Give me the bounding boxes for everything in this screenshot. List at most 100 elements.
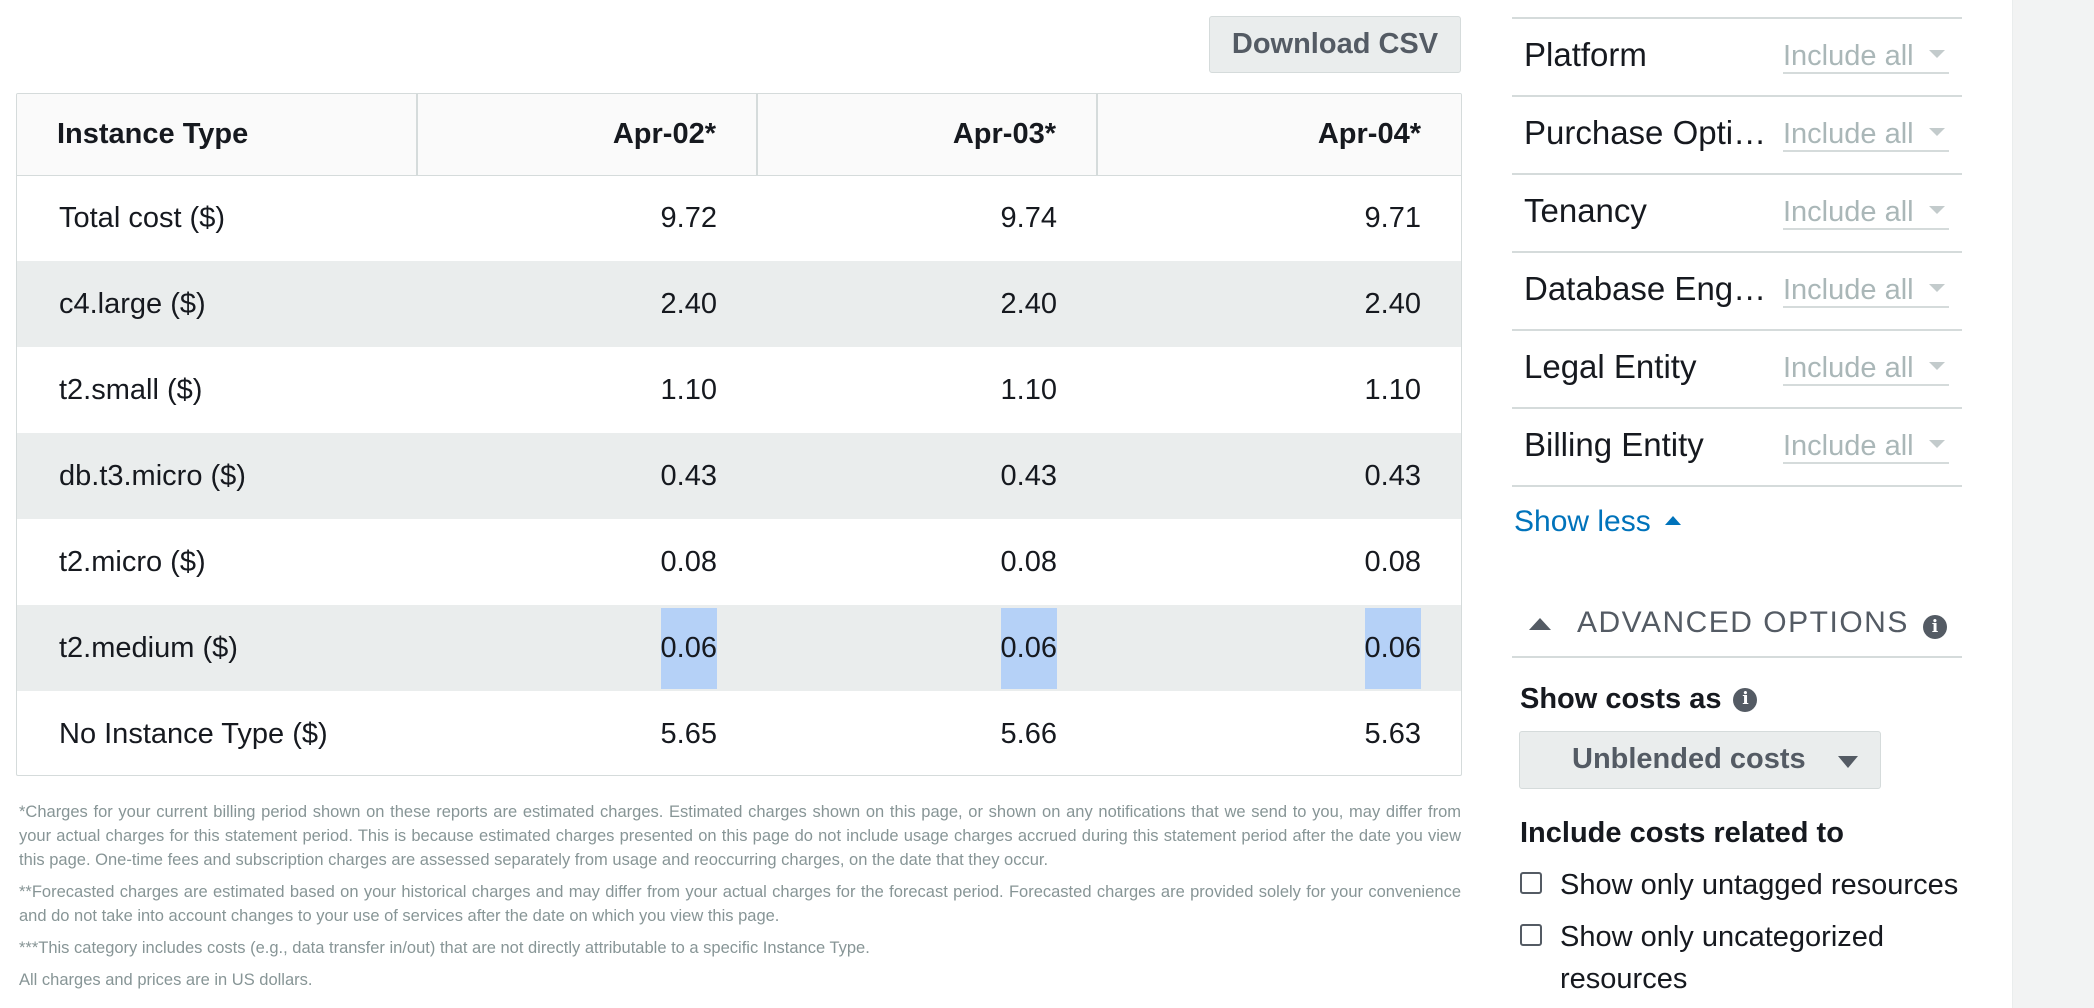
footnotes: *Charges for your current billing period… <box>19 800 1461 1000</box>
cost-value: 0.06 <box>1097 605 1461 691</box>
table-row: Total cost ($) 9.72 9.74 9.71 <box>17 175 1461 261</box>
cost-type-value: Unblended costs <box>1572 743 1806 775</box>
table-row: No Instance Type ($) 5.65 5.66 5.63 <box>17 691 1461 775</box>
cost-value: 9.71 <box>1364 201 1421 234</box>
caret-down-icon <box>1929 362 1945 370</box>
row-label: Total cost ($) <box>59 201 225 234</box>
filter-label: Tenancy <box>1524 192 1647 229</box>
column-header-date[interactable]: Apr-04* <box>1097 94 1461 176</box>
filter-select[interactable]: Include all <box>1783 430 1949 464</box>
footnote-currency: All charges and prices are in US dollars… <box>19 971 313 989</box>
advanced-options-toggle[interactable]: ADVANCED OPTIONS i <box>1512 600 1962 658</box>
selected-text-highlight: 0.06 <box>1364 607 1421 689</box>
row-label: c4.large ($) <box>17 261 417 347</box>
cost-value: 1.10 <box>660 373 717 406</box>
untagged-resources-option[interactable]: Show only untagged resources <box>1520 864 1960 906</box>
selected-text-highlight: 0.06 <box>660 607 717 689</box>
row-label: t2.medium ($) <box>17 605 417 691</box>
filter-label: Purchase Option <box>1524 114 1769 151</box>
table-row: t2.small ($) 1.10 1.10 1.10 <box>17 347 1461 433</box>
checkbox-label: Show only untagged resources <box>1560 869 1959 901</box>
cost-type-dropdown[interactable]: Unblended costs <box>1519 731 1881 789</box>
advanced-options-title: ADVANCED OPTIONS <box>1577 606 1909 639</box>
filter-label: Platform <box>1524 36 1647 73</box>
filter-value: Include all <box>1783 40 1914 72</box>
filter-platform: Platform Include all <box>1512 19 1962 97</box>
uncategorized-resources-option[interactable]: Show only uncategorized resources <box>1520 916 1960 1000</box>
caret-up-icon <box>1529 618 1551 630</box>
filters-panel: Platform Include all Purchase Option Inc… <box>1512 0 1962 1008</box>
cost-value: 2.40 <box>757 261 1097 347</box>
filter-value: Include all <box>1783 118 1914 150</box>
filter-value: Include all <box>1783 430 1914 462</box>
filter-legal-entity: Legal Entity Include all <box>1512 331 1962 409</box>
caret-down-icon <box>1929 440 1945 448</box>
info-icon[interactable]: i <box>1733 687 1758 712</box>
column-header-date[interactable]: Apr-03* <box>757 94 1098 176</box>
filter-database-engine: Database Engine Include all <box>1512 253 1962 331</box>
cost-value: 0.06 <box>417 605 757 691</box>
include-costs-heading: Include costs related to <box>1520 817 1844 849</box>
filter-select[interactable]: Include all <box>1783 274 1949 308</box>
cost-value: 5.66 <box>1000 717 1057 750</box>
filter-value: Include all <box>1783 274 1914 306</box>
cost-value: 0.43 <box>757 433 1097 519</box>
filter-tenancy: Tenancy Include all <box>1512 175 1962 253</box>
cost-value: 0.08 <box>660 545 717 578</box>
filter-select[interactable]: Include all <box>1783 352 1949 386</box>
cost-value: 0.43 <box>417 433 757 519</box>
filter-value: Include all <box>1783 352 1914 384</box>
cost-value: 0.06 <box>757 605 1097 691</box>
cost-table-grid: Instance Type Apr-02* Apr-03* Apr-04* To… <box>17 94 1461 775</box>
download-csv-button[interactable]: Download CSV <box>1209 16 1461 73</box>
row-label: db.t3.micro ($) <box>17 433 417 519</box>
filter-label: Legal Entity <box>1524 348 1697 385</box>
caret-up-icon <box>1664 515 1681 525</box>
filter-select[interactable]: Include all <box>1783 40 1949 74</box>
cost-value: 0.08 <box>1000 545 1057 578</box>
cost-value: 1.10 <box>1000 373 1057 406</box>
info-icon[interactable]: i <box>1923 615 1947 639</box>
footnote-estimated-charges: *Charges for your current billing period… <box>19 803 1461 869</box>
row-label: t2.micro ($) <box>59 545 206 578</box>
uncategorized-resources-checkbox[interactable] <box>1520 924 1542 946</box>
caret-down-icon <box>1838 756 1858 768</box>
caret-down-icon <box>1929 206 1945 214</box>
cost-value: 1.10 <box>1364 373 1421 406</box>
cost-table: Instance Type Apr-02* Apr-03* Apr-04* To… <box>16 93 1462 776</box>
divider <box>1512 17 1962 19</box>
cost-value: 2.40 <box>1097 261 1461 347</box>
show-costs-as-label: Show costs as <box>1520 683 1722 715</box>
table-row: t2.micro ($) 0.08 0.08 0.08 <box>17 519 1461 605</box>
filter-purchase-option: Purchase Option Include all <box>1512 97 1962 175</box>
selected-text-highlight: 0.06 <box>1000 607 1057 689</box>
cost-value: 0.43 <box>1097 433 1461 519</box>
filter-label: Billing Entity <box>1524 426 1704 463</box>
cost-value: 5.63 <box>1364 717 1421 750</box>
caret-down-icon <box>1929 128 1945 136</box>
cost-value: 9.72 <box>660 201 717 234</box>
caret-down-icon <box>1929 284 1945 292</box>
filter-billing-entity: Billing Entity Include all <box>1512 409 1962 487</box>
page-gutter <box>2012 0 2094 1008</box>
column-header-date[interactable]: Apr-02* <box>417 94 758 176</box>
cost-value: 2.40 <box>417 261 757 347</box>
cost-value: 5.65 <box>660 717 717 750</box>
checkbox-label: Show only uncategorized resources <box>1560 921 1885 995</box>
footnote-no-instance-type: ***This category includes costs (e.g., d… <box>19 939 870 957</box>
untagged-resources-checkbox[interactable] <box>1520 872 1542 894</box>
column-header-instance-type[interactable]: Instance Type <box>17 94 418 176</box>
filter-select[interactable]: Include all <box>1783 196 1949 230</box>
filter-value: Include all <box>1783 196 1914 228</box>
caret-down-icon <box>1929 50 1945 58</box>
filter-label: Database Engine <box>1524 270 1769 307</box>
table-row: db.t3.micro ($) 0.43 0.43 0.43 <box>17 433 1461 519</box>
footnote-forecasted-charges: **Forecasted charges are estimated based… <box>19 883 1461 925</box>
show-less-link[interactable]: Show less <box>1514 505 1681 539</box>
row-label: t2.small ($) <box>59 373 203 406</box>
table-row: t2.medium ($) 0.06 0.06 0.06 <box>17 605 1461 691</box>
filter-select[interactable]: Include all <box>1783 118 1949 152</box>
show-costs-as-heading: Show costs as i <box>1520 683 1758 716</box>
table-row: c4.large ($) 2.40 2.40 2.40 <box>17 261 1461 347</box>
cost-value: 9.74 <box>1000 201 1057 234</box>
